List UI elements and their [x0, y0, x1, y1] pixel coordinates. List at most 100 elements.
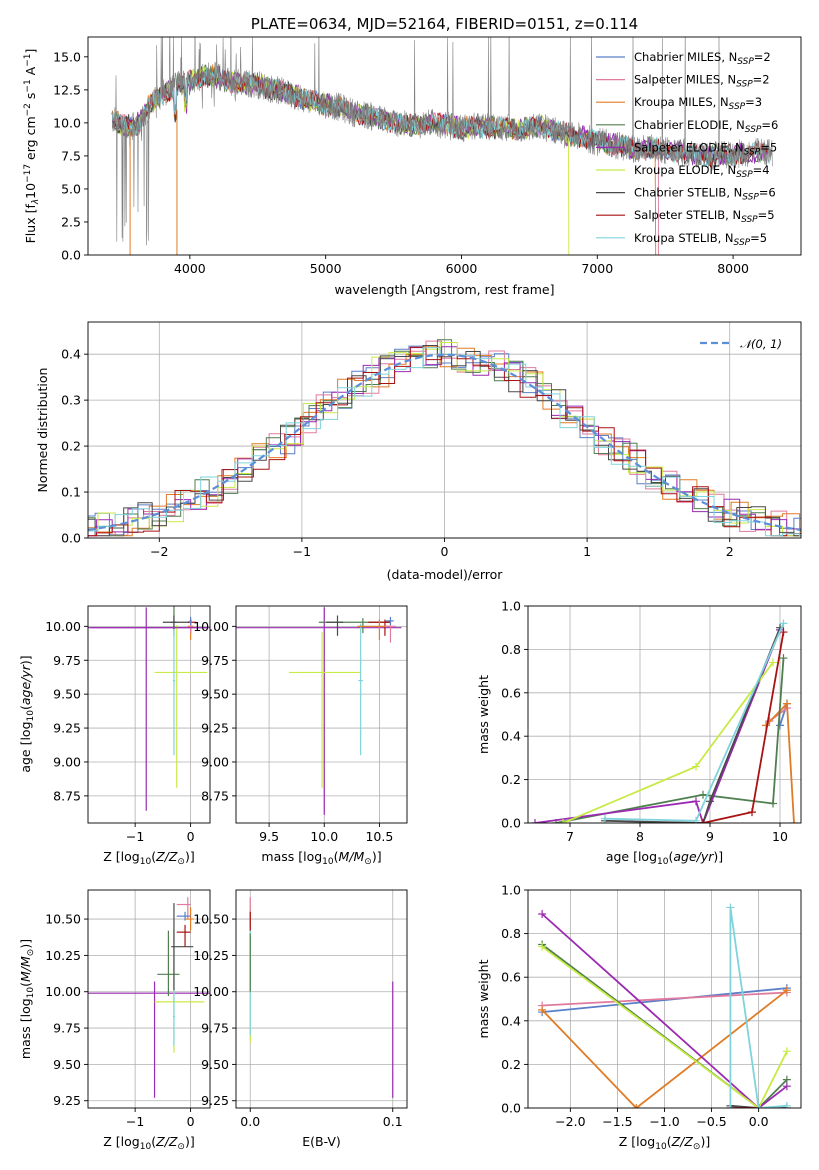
y-tick-label: 0.0 — [61, 248, 81, 263]
x-tick-label: −2 — [150, 544, 168, 559]
y-axis-label: mass weight — [476, 959, 491, 1038]
y-tick-label: 8.75 — [201, 788, 229, 803]
histogram-salpeter_stelib — [88, 346, 801, 537]
y-axis-label: mass weight — [476, 675, 491, 754]
x-tick-label: 0.0 — [749, 1114, 769, 1129]
x-tick-label: 1 — [583, 544, 591, 559]
y-tick-label: 10.00 — [193, 984, 229, 999]
y-tick-label: 7.5 — [61, 148, 81, 163]
y-tick-label: 12.5 — [53, 82, 81, 97]
weight-marker-salpeter_stelib — [748, 808, 756, 817]
x-axis-label: age [log10(age/yr)] — [606, 849, 723, 867]
weight-marker-kroupa_elodie — [692, 762, 700, 771]
histogram-salpeter_miles — [88, 340, 801, 537]
weight-marker-kroupa_miles — [790, 819, 798, 823]
weight-line-kroupa_stelib — [729, 907, 787, 1108]
weight-marker-kroupa_stelib — [726, 1104, 735, 1108]
x-tick-label: 5000 — [310, 261, 342, 276]
errorbar-chabrier_miles — [384, 616, 394, 625]
weight-line-salpeter_miles — [542, 991, 787, 1007]
y-tick-label: 0.2 — [501, 1057, 521, 1072]
legend-label: Kroupa MILES, NSSP=3 — [634, 95, 762, 112]
axes-residuals: −2 −1 0 1 2 0.0 0.1 0.2 0.3 0.4 (data-model)/error… — [35, 321, 802, 582]
x-axis-label: mass [log10(M/M⊙)] — [261, 849, 381, 867]
axes-frame — [235, 605, 408, 824]
y-tick-label: 0.4 — [501, 1013, 521, 1028]
x-tick-label: −1 — [126, 829, 144, 844]
weight-line-chabrier_elodie — [555, 658, 785, 823]
x-axis-label: Z [log10(Z/Z⊙)] — [619, 1134, 710, 1152]
y-tick-label: 9.00 — [201, 754, 229, 769]
plot-area — [88, 897, 210, 1098]
y-axis-label: Flux [fλ10−17 erg cm−2 s−1 A−1] — [23, 49, 41, 244]
errorbar-chabrier_stelib — [326, 615, 344, 636]
legend-label: Salpeter MILES, NSSP=2 — [634, 73, 770, 90]
y-tick-label: 0.2 — [501, 772, 521, 787]
x-axis-label: wavelength [Angstrom, rest frame] — [334, 282, 554, 297]
weight-marker-kroupa_stelib — [601, 814, 609, 823]
legend-label: 𝒩(0, 1) — [740, 337, 782, 351]
weight-marker-salpeter_stelib — [699, 819, 707, 823]
y-tick-label: 10.50 — [45, 912, 81, 927]
y-tick-label: 0.0 — [501, 1101, 521, 1116]
y-tick-label: 9.25 — [53, 721, 81, 736]
y-tick-label: 10.00 — [45, 619, 81, 634]
normal-curve — [88, 353, 801, 531]
errorbar-chabrier_elodie — [157, 930, 180, 997]
legend-label: Chabrier ELODIE, NSSP=6 — [634, 118, 778, 135]
model-spectrum-salpeter_miles — [112, 66, 659, 255]
x-axis-label: (data-model)/error — [387, 567, 504, 582]
plot-area — [88, 606, 210, 811]
weight-line-salpeter_elodie — [534, 629, 781, 823]
axes-frame — [87, 889, 211, 1109]
weight-marker-kroupa_elodie — [559, 819, 567, 823]
weight-line-chabrier_stelib — [604, 627, 781, 823]
axes-frame — [527, 605, 802, 824]
errorbar-chabrier_stelib — [162, 615, 191, 630]
weight-marker-kroupa_stelib — [779, 619, 788, 628]
y-tick-label: 10.25 — [193, 948, 229, 963]
x-tick-label: 10.5 — [365, 829, 393, 844]
errorbar-salpeter_elodie — [88, 981, 210, 1098]
y-axis-label: Normed distribution — [35, 368, 50, 493]
axes-frame — [87, 605, 211, 824]
axes-frame — [235, 889, 408, 1109]
weight-marker-kroupa_elodie — [538, 942, 547, 951]
x-tick-label: 8 — [636, 829, 644, 844]
x-tick-label: −1.0 — [649, 1114, 679, 1129]
y-tick-label: 9.50 — [53, 1057, 81, 1072]
x-tick-label: 0 — [187, 829, 195, 844]
y-tick-label: 9.50 — [53, 687, 81, 702]
errorbar-kroupa_stelib — [358, 623, 363, 756]
legend: Chabrier MILES, NSSP=2 Salpeter MILES, NS… — [596, 50, 778, 248]
x-tick-label: 6000 — [446, 261, 478, 276]
axes-mass-weight-vs-Z: −2.0 −1.5 −1.0 −0.5 0.0 0.0 0.2 0.4 0.6 0.8 1.0 Z [… — [476, 883, 802, 1152]
errorbar-kroupa_elodie — [288, 631, 361, 788]
weight-marker-kroupa_elodie — [782, 1047, 791, 1056]
x-tick-label: −1 — [293, 544, 311, 559]
errorbar-chabrier_miles — [176, 911, 191, 921]
axes-mass-vs-ebv: 0.0 0.1 9.25 9.50 9.75 10.00 10.25 10.50 E(B-V) — [193, 889, 408, 1149]
weight-marker-kroupa_stelib — [754, 1104, 763, 1108]
x-tick-label: 10.0 — [310, 829, 338, 844]
observed-spectrum — [110, 37, 773, 246]
x-tick-label: 2 — [726, 544, 734, 559]
weight-marker-chabrier_stelib — [706, 797, 714, 806]
y-tick-label: 10.00 — [45, 984, 81, 999]
weight-marker-salpeter_stelib — [779, 628, 788, 637]
x-tick-label: 0 — [187, 1114, 195, 1129]
errorbar-kroupa_stelib — [172, 623, 176, 756]
weight-marker-kroupa_stelib — [692, 816, 700, 823]
weight-marker-chabrier_miles — [776, 721, 784, 730]
weight-marker-kroupa_stelib — [782, 1101, 791, 1108]
x-tick-label: 0.1 — [383, 1114, 403, 1129]
weight-marker-kroupa_elodie — [769, 658, 777, 667]
y-tick-label: 9.75 — [201, 653, 229, 668]
x-tick-label: 4000 — [174, 261, 206, 276]
y-tick-label: 9.25 — [201, 1093, 229, 1108]
plot-area — [249, 897, 394, 1098]
y-tick-label: 9.75 — [53, 653, 81, 668]
axes-frame — [527, 889, 802, 1109]
weight-marker-chabrier_elodie — [769, 799, 777, 808]
